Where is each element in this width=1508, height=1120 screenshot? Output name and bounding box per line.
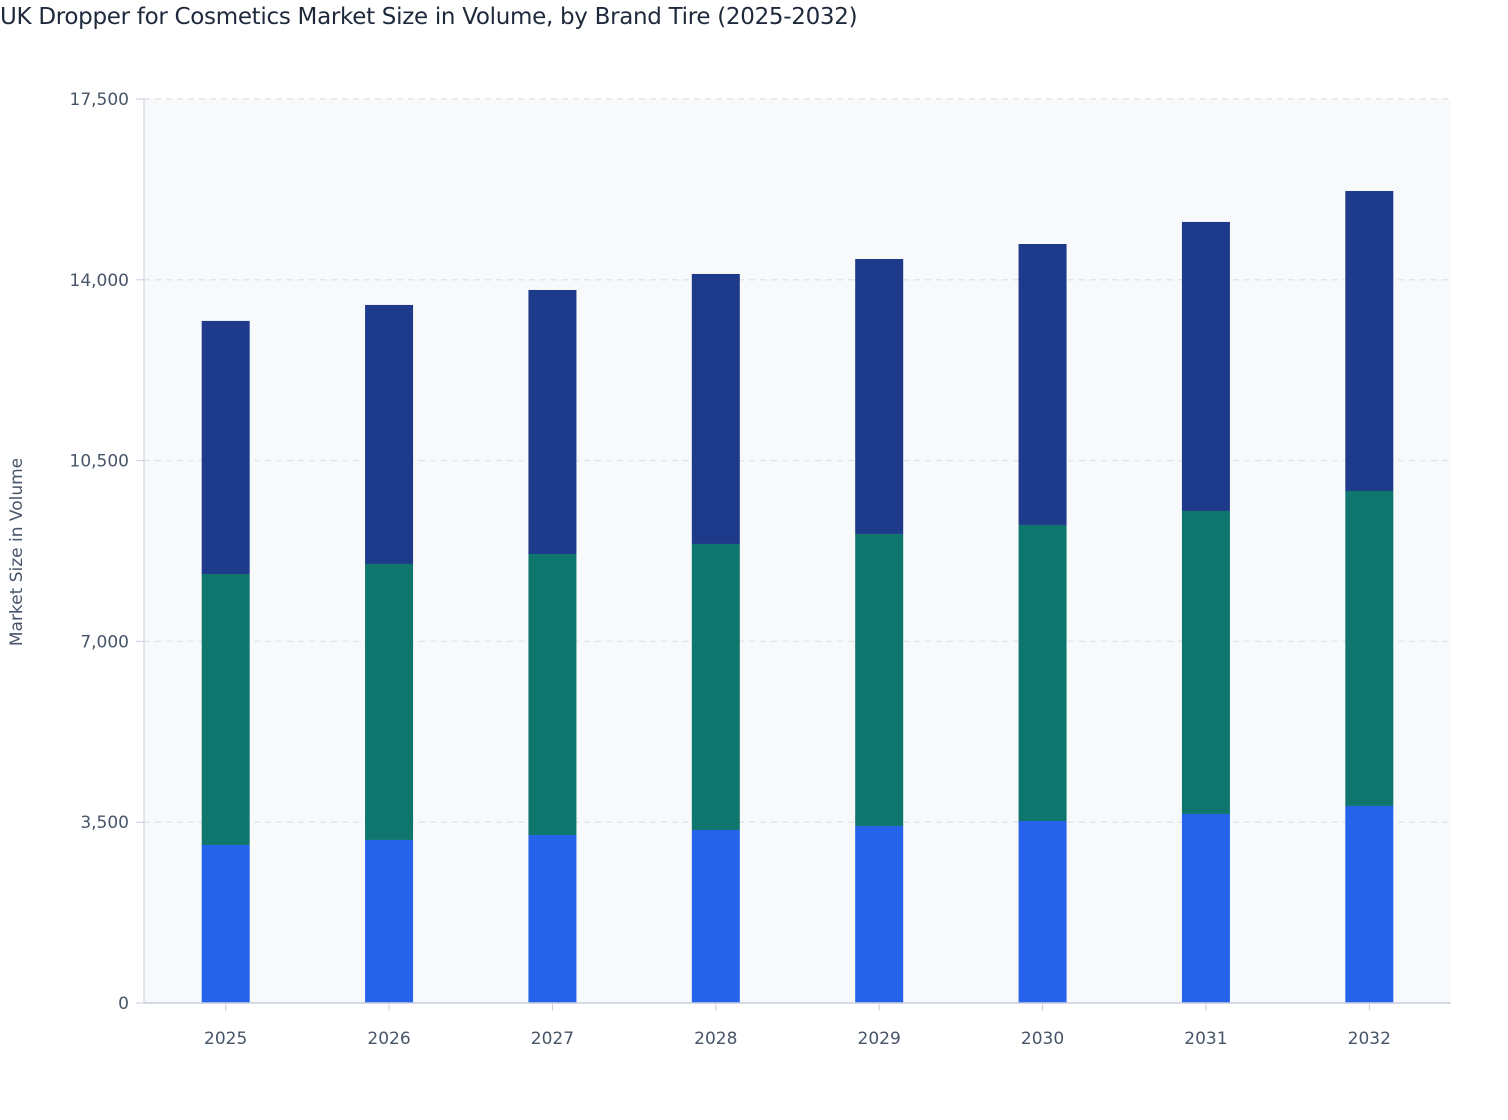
bar-segment-2026-series-1 — [365, 563, 414, 840]
bar-segment-2027-series-0 — [528, 835, 577, 1003]
x-tick-label: 2029 — [858, 1029, 901, 1049]
y-tick-label: 17,500 — [70, 90, 129, 110]
bar-segment-2028-series-1 — [691, 543, 740, 831]
y-tick-label: 3,500 — [80, 813, 129, 833]
bar-segment-2032-series-0 — [1345, 805, 1394, 1003]
bar-segment-2032-series-2 — [1345, 191, 1394, 491]
x-tick-label: 2030 — [1021, 1029, 1064, 1049]
bar-segment-2031-series-1 — [1181, 510, 1230, 814]
bar-segment-2027-series-1 — [528, 553, 577, 836]
bar-segment-2029-series-0 — [855, 825, 904, 1003]
bar-segment-2030-series-1 — [1018, 524, 1067, 822]
bar-segment-2031-series-0 — [1181, 813, 1230, 1003]
bar-segment-2026-series-0 — [365, 839, 414, 1003]
bar-segment-2030-series-2 — [1018, 244, 1067, 525]
bar-segment-2029-series-2 — [855, 258, 904, 534]
chart-title: UK Dropper for Cosmetics Market Size in … — [0, 4, 858, 30]
bar-segment-2025-series-2 — [201, 320, 250, 574]
bar-segment-2025-series-1 — [201, 573, 250, 845]
bar-segment-2027-series-2 — [528, 289, 577, 554]
y-tick-label: 14,000 — [70, 271, 129, 291]
bar-segment-2028-series-2 — [691, 273, 740, 544]
x-tick-label: 2032 — [1348, 1029, 1391, 1049]
x-tick-label: 2026 — [367, 1029, 410, 1049]
x-tick-label: 2025 — [204, 1029, 247, 1049]
y-tick-label: 7,000 — [80, 632, 129, 652]
bar-segment-2030-series-0 — [1018, 821, 1067, 1003]
y-tick-label: 10,500 — [70, 452, 129, 472]
y-tick-label: 0 — [118, 994, 129, 1014]
bar-segment-2028-series-0 — [691, 830, 740, 1003]
bar-segment-2025-series-0 — [201, 844, 250, 1003]
bar-segment-2026-series-2 — [365, 304, 414, 564]
bar-segment-2029-series-1 — [855, 533, 904, 826]
x-tick-label: 2031 — [1184, 1029, 1227, 1049]
bar-segment-2032-series-1 — [1345, 490, 1394, 806]
bar-segment-2031-series-2 — [1181, 221, 1230, 511]
plot-background — [144, 99, 1451, 1003]
x-tick-label: 2027 — [531, 1029, 574, 1049]
x-tick-label: 2028 — [694, 1029, 737, 1049]
